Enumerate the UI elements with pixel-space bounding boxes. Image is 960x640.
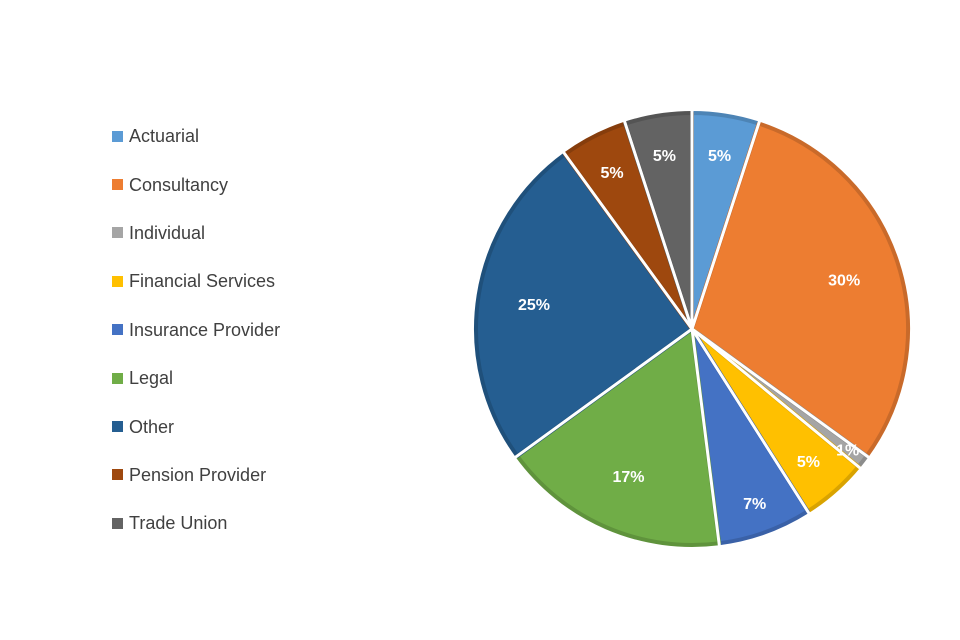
legend-label: Financial Services: [129, 271, 276, 292]
legend-item: Insurance Provider: [112, 306, 280, 354]
data-label: 1%: [836, 443, 859, 460]
slice-separator: [690, 120, 762, 330]
data-label: 17%: [612, 469, 644, 486]
legend-label: Trade Union: [129, 513, 228, 534]
legend-item: Trade Union: [112, 499, 280, 547]
slice-separator: [691, 327, 871, 459]
legend-swatch: [112, 130, 123, 142]
pie-slice: [474, 152, 694, 458]
data-label: 5%: [653, 148, 676, 165]
legend-swatch: [112, 469, 123, 481]
pie-slices: [474, 110, 910, 547]
legend-label: Legal: [129, 368, 174, 389]
pie-data-labels: 5% 30% 1% 5% 7% 17% 25% 5% 5%: [518, 148, 860, 513]
data-label: 25%: [518, 297, 550, 314]
legend-swatch: [112, 421, 123, 433]
legend-label: Pension Provider: [129, 464, 267, 485]
legend-item: Pension Provider: [112, 451, 280, 499]
legend-swatch: [112, 179, 123, 191]
legend-item: Actuarial: [112, 112, 280, 160]
slice-separator: [562, 150, 694, 330]
legend-swatch: [112, 275, 123, 287]
slice-separator: [622, 120, 694, 330]
data-label: 30%: [828, 273, 860, 290]
legend-swatch: [112, 517, 123, 529]
legend-label: Other: [129, 416, 175, 437]
legend-label: Insurance Provider: [129, 319, 281, 340]
legend-label: Consultancy: [129, 174, 229, 195]
legend-item: Individual: [112, 209, 280, 257]
legend-label: Individual: [129, 222, 206, 243]
legend-item: Financial Services: [112, 257, 280, 305]
slice-separator: [690, 328, 811, 515]
legend-item: Legal: [112, 354, 280, 402]
data-label: 5%: [601, 165, 624, 182]
slice-separator: [513, 327, 693, 459]
legend-item: Consultancy: [112, 160, 280, 208]
chart-legend: Actuarial Consultancy Individual Financial …: [112, 112, 280, 548]
pie-slice: [690, 121, 910, 458]
data-label: 5%: [708, 148, 731, 165]
legend-label: Actuarial: [129, 126, 200, 147]
legend-swatch: [112, 227, 123, 239]
slice-separator: [690, 328, 721, 547]
data-label: 7%: [743, 496, 766, 513]
data-label: 5%: [797, 454, 820, 471]
slice-separator: [691, 327, 862, 470]
legend-item: Other: [112, 402, 280, 450]
legend-swatch: [112, 324, 123, 336]
legend-swatch: [112, 372, 123, 384]
pie-slice: [515, 327, 722, 547]
